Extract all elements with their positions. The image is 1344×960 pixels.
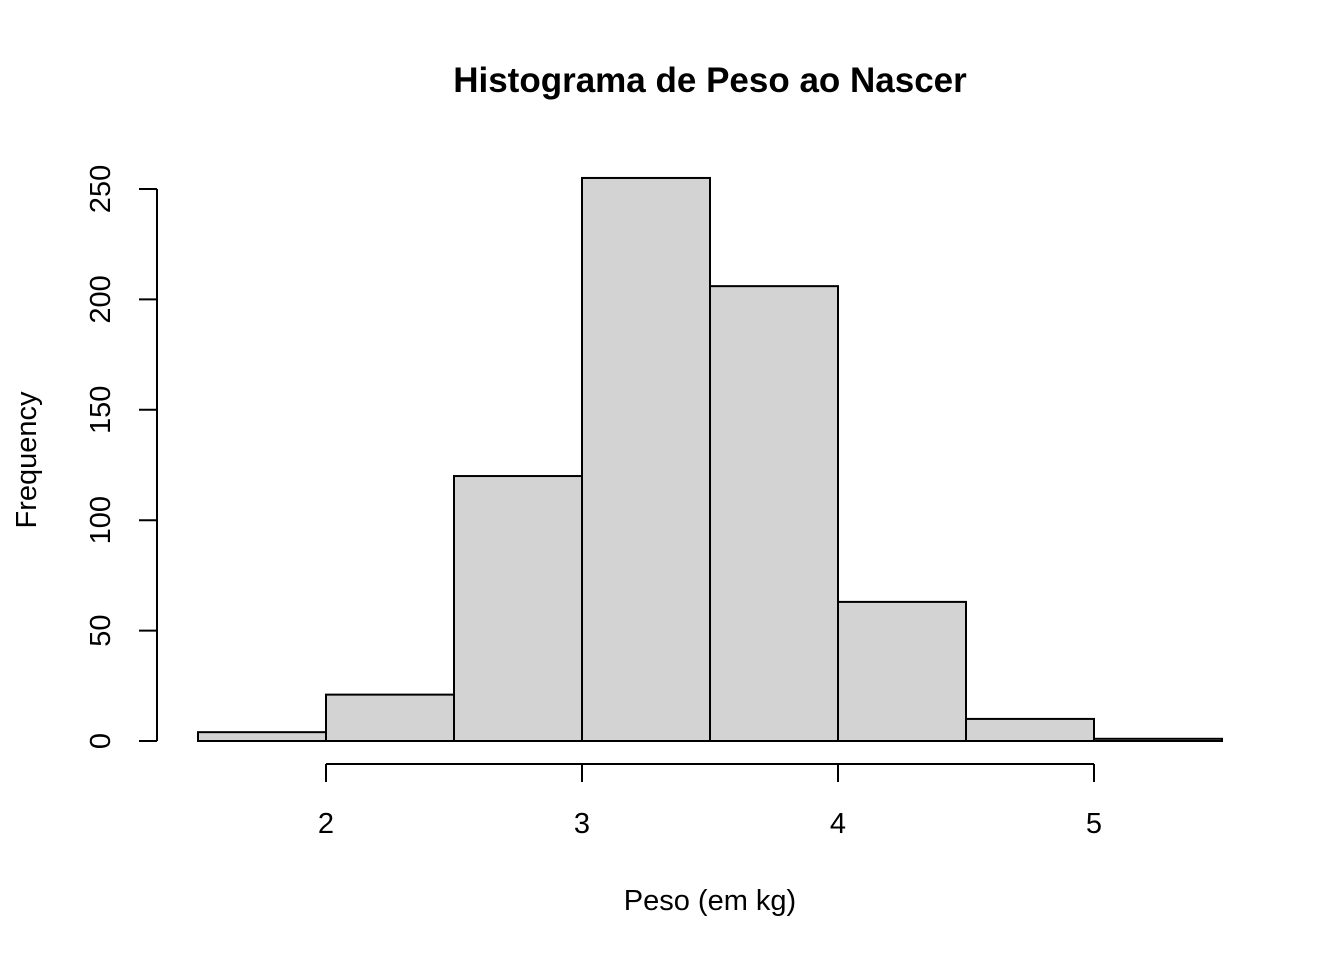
- histogram-bar-5: [709, 285, 839, 742]
- histogram-bar-6: [837, 600, 967, 742]
- histogram-bar-3: [453, 475, 583, 742]
- y-axis-label: Frequency: [11, 391, 43, 529]
- x-tick-label: 5: [1086, 808, 1102, 840]
- chart-title: Histograma de Peso ao Nascer: [453, 61, 967, 100]
- y-tick-label: 150: [85, 386, 117, 434]
- histogram-bar-4: [581, 176, 711, 742]
- x-tick-label: 4: [830, 808, 846, 840]
- histogram-bar-2: [325, 693, 455, 743]
- x-axis-label: Peso (em kg): [624, 885, 796, 917]
- y-tick-label: 0: [85, 733, 117, 749]
- histogram-bar-1: [197, 731, 327, 743]
- histogram-bar-7: [965, 717, 1095, 742]
- x-tick-label: 2: [318, 808, 334, 840]
- y-tick-label: 100: [85, 496, 117, 544]
- x-tick-label: 3: [574, 808, 590, 840]
- histogram-bar-8: [1093, 737, 1223, 742]
- bars-group: [197, 176, 1223, 743]
- y-axis: 0 50 100 150 200 250: [85, 165, 158, 749]
- y-tick-label: 50: [85, 614, 117, 646]
- y-tick-label: 200: [85, 275, 117, 323]
- y-tick-label: 250: [85, 165, 117, 213]
- x-axis: 2 3 4 5: [318, 763, 1102, 840]
